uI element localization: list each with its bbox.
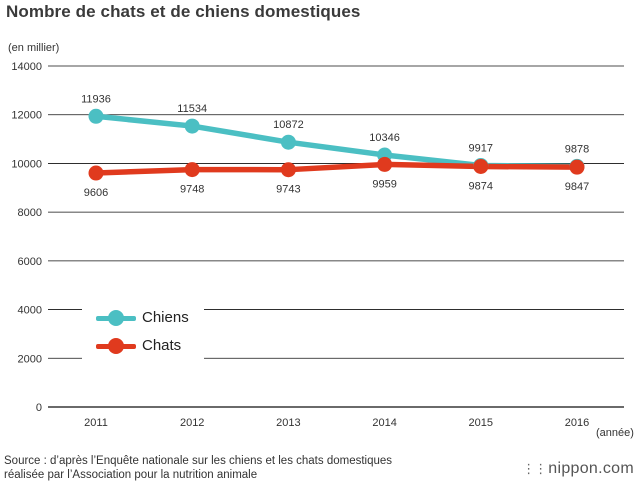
legend: Chiens Chats <box>82 298 204 366</box>
data-label-chats: 9606 <box>84 187 108 199</box>
y-tick-label: 12000 <box>11 110 42 122</box>
data-label-chats: 9874 <box>469 180 493 192</box>
legend-swatch-dot-chats <box>108 338 124 354</box>
x-tick-label: 2013 <box>276 417 300 429</box>
y-tick-label: 6000 <box>18 256 42 268</box>
data-label-chiens: 10872 <box>273 119 304 131</box>
x-tick-label: 2015 <box>469 417 493 429</box>
series-group <box>88 108 585 181</box>
series-line-chiens <box>93 113 580 170</box>
data-point-chats <box>88 165 104 181</box>
legend-swatch-dot-chiens <box>108 310 124 326</box>
y-tick-label: 2000 <box>18 353 42 365</box>
data-point-chats <box>280 162 296 178</box>
data-label-chiens: 10346 <box>369 132 400 144</box>
chart-title: Nombre de chats et de chiens domestiques <box>6 2 361 21</box>
legend-label-chats: Chats <box>142 337 182 354</box>
data-point-chats <box>377 156 393 172</box>
data-label-chiens: 11534 <box>177 103 207 115</box>
data-point-chiens <box>280 134 296 150</box>
brand-logo: ⋮⋮ nippon.com <box>522 460 634 478</box>
gridlines <box>48 65 624 408</box>
x-tick-label: 2011 <box>84 417 108 429</box>
y-axis-ticks: 0 2000 4000 6000 8000 10000 12000 14000 <box>11 61 42 414</box>
data-point-chats <box>184 162 200 178</box>
x-axis-ticks: 2011 2012 2013 2014 2015 2016 <box>84 417 589 429</box>
legend-label-chiens: Chiens <box>142 309 189 326</box>
data-point-chiens <box>184 118 200 134</box>
legend-item-chiens: Chiens <box>82 306 204 330</box>
source-line-1: Source : d’après l’Enquête nationale sur… <box>4 455 393 467</box>
x-tick-label: 2012 <box>180 417 204 429</box>
data-label-chiens: 9917 <box>469 142 493 154</box>
x-tick-label: 2016 <box>565 417 589 429</box>
brand-name: nippon.com <box>548 460 634 477</box>
brand-dots-icon: ⋮⋮ <box>522 461 547 476</box>
y-tick-label: 8000 <box>18 207 42 219</box>
x-axis-unit: (année) <box>596 427 634 439</box>
data-label-chats: 9743 <box>276 184 300 196</box>
series-line-chats <box>93 161 580 176</box>
y-axis-unit: (en millier) <box>8 42 59 54</box>
data-point-chiens <box>88 108 104 124</box>
y-tick-label: 4000 <box>18 305 42 317</box>
y-tick-label: 14000 <box>11 61 42 73</box>
data-label-chats: 9847 <box>565 181 589 193</box>
data-labels: 11936 11534 10872 10346 9917 9878 9606 9748 9743… <box>81 93 589 199</box>
data-label-chiens: 11936 <box>81 93 111 105</box>
data-point-chats <box>569 159 585 175</box>
data-point-chats <box>473 158 489 174</box>
y-tick-label: 10000 <box>11 158 42 170</box>
legend-item-chats: Chats <box>82 334 204 358</box>
data-label-chiens: 9878 <box>565 143 589 155</box>
source-note: Source : d’après l’Enquête nationale sur… <box>4 454 392 482</box>
y-tick-label: 0 <box>36 402 42 414</box>
data-label-chats: 9959 <box>372 178 396 190</box>
source-line-2: réalisée par l’Association pour la nutri… <box>4 469 258 481</box>
x-tick-label: 2014 <box>372 417 396 429</box>
data-label-chats: 9748 <box>180 184 204 196</box>
